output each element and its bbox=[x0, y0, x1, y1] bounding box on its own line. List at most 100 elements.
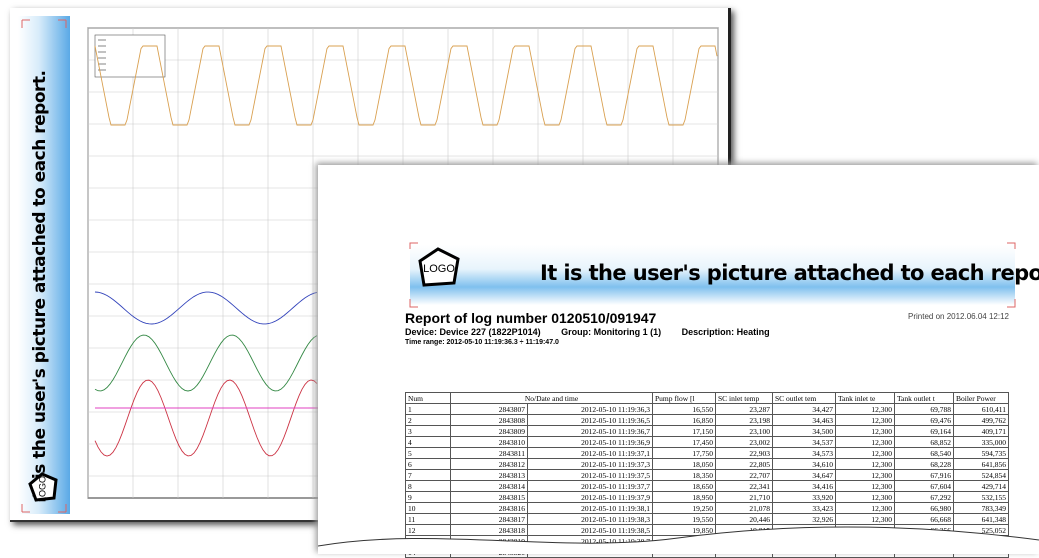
table-cell: 69,788 bbox=[894, 403, 954, 415]
table-cell: 33,920 bbox=[772, 491, 836, 503]
table-cell: 12,300 bbox=[835, 480, 895, 492]
line-blue bbox=[94, 291, 318, 325]
table-cell: 66,980 bbox=[894, 502, 954, 514]
table-cell: 34,647 bbox=[772, 469, 836, 481]
table-cell: 19,250 bbox=[652, 502, 716, 514]
table-row: 6 2843812 2012-05-10 11:19:37,3 18,050 22,80… bbox=[405, 458, 1009, 470]
table-cell: 532,155 bbox=[953, 491, 1009, 503]
table-cell: 34,573 bbox=[772, 447, 836, 459]
table-cell: 16,850 bbox=[652, 414, 716, 426]
column-header: Pump flow [l bbox=[652, 392, 716, 404]
table-cell: 21,710 bbox=[715, 491, 773, 503]
table-cell: 2012-05-10 11:19:36,3 bbox=[527, 403, 653, 415]
line-red bbox=[94, 379, 318, 457]
logo bbox=[418, 247, 460, 287]
report-title: Report of log number 0120510/091947 bbox=[405, 310, 657, 326]
table-cell: 499,762 bbox=[953, 414, 1009, 426]
column-header: Tank inlet te bbox=[835, 392, 895, 404]
table-cell: 22,805 bbox=[715, 458, 773, 470]
table-cell: 12,300 bbox=[835, 491, 895, 503]
banner-text: It is the user's picture attached to eac… bbox=[540, 261, 1039, 285]
table-cell: 22,707 bbox=[715, 469, 773, 481]
table-cell: 2012-05-10 11:19:37,3 bbox=[527, 458, 653, 470]
device: Device: Device 227 (1822P1014) bbox=[405, 327, 541, 337]
report-meta: Device: Device 227 (1822P1014) Group: Mo… bbox=[405, 327, 788, 337]
table-cell: 610,411 bbox=[953, 403, 1009, 415]
column-header: SC outlet tem bbox=[772, 392, 836, 404]
table-cell: 9 bbox=[405, 491, 451, 503]
table-cell: 409,171 bbox=[953, 425, 1009, 437]
table-row: 8 2843814 2012-05-10 11:19:37,7 18,650 22,34… bbox=[405, 480, 1009, 492]
table-cell: 33,423 bbox=[772, 502, 836, 514]
table-cell: 2012-05-10 11:19:37,9 bbox=[527, 491, 653, 503]
legend-box bbox=[94, 34, 166, 78]
table-cell: 2012-05-10 11:19:37,1 bbox=[527, 447, 653, 459]
table-cell: 2012-05-10 11:19:36,9 bbox=[527, 436, 653, 448]
table-cell: 69,476 bbox=[894, 414, 954, 426]
table-cell: 12,300 bbox=[835, 414, 895, 426]
table-cell: 12,300 bbox=[835, 425, 895, 437]
table-cell: 12,300 bbox=[835, 403, 895, 415]
table-row: 10 2843816 2012-05-10 11:19:38,1 19,250 21,0… bbox=[405, 502, 1009, 514]
table-cell: 2843812 bbox=[450, 458, 528, 470]
table-cell: 641,856 bbox=[953, 458, 1009, 470]
torn-edge bbox=[318, 526, 1039, 554]
table-row: 9 2843815 2012-05-10 11:19:37,9 18,950 21,71… bbox=[405, 491, 1009, 503]
report-graphics: LOGO bbox=[409, 242, 1016, 308]
table-cell: 34,427 bbox=[772, 403, 836, 415]
table-cell: 524,854 bbox=[953, 469, 1009, 481]
table-cell: 10 bbox=[405, 502, 451, 514]
table-cell: 18,950 bbox=[652, 491, 716, 503]
table-cell: 23,287 bbox=[715, 403, 773, 415]
table-report-page: LOGO It is the user's picture attached t… bbox=[318, 165, 1039, 558]
table-cell: 23,198 bbox=[715, 414, 773, 426]
corner-marks bbox=[409, 242, 1016, 308]
table-cell: 67,604 bbox=[894, 480, 954, 492]
table-row: 7 2843813 2012-05-10 11:19:37,5 18,350 22,70… bbox=[405, 469, 1009, 481]
table-cell: 34,416 bbox=[772, 480, 836, 492]
logo-text: LOGO bbox=[423, 263, 455, 275]
line-orange bbox=[94, 45, 718, 126]
table-cell: 67,292 bbox=[894, 491, 954, 503]
table-cell: 2843813 bbox=[450, 469, 528, 481]
table-cell: 23,100 bbox=[715, 425, 773, 437]
table-cell: 12,300 bbox=[835, 458, 895, 470]
table-cell: 5 bbox=[405, 447, 451, 459]
table-row: 4 2843810 2012-05-10 11:19:36,9 17,450 23,00… bbox=[405, 436, 1009, 448]
table-cell: 18,650 bbox=[652, 480, 716, 492]
column-header: Tank outlet t bbox=[894, 392, 954, 404]
table-cell: 2012-05-10 11:19:36,7 bbox=[527, 425, 653, 437]
table-cell: 12,300 bbox=[835, 436, 895, 448]
table-cell: 4 bbox=[405, 436, 451, 448]
table-cell: 17,450 bbox=[652, 436, 716, 448]
table-cell: 7 bbox=[405, 469, 451, 481]
table-cell: 2843814 bbox=[450, 480, 528, 492]
table-row: 1 2843807 2012-05-10 11:19:36,3 16,550 23,28… bbox=[405, 403, 1009, 415]
table-cell: 34,610 bbox=[772, 458, 836, 470]
table-cell: 16,550 bbox=[652, 403, 716, 415]
table-cell: 3 bbox=[405, 425, 451, 437]
table-cell: 1 bbox=[405, 403, 451, 415]
table-cell: 22,341 bbox=[715, 480, 773, 492]
table-cell: 22,903 bbox=[715, 447, 773, 459]
horizontal-banner bbox=[410, 245, 1015, 305]
vertical-banner bbox=[18, 16, 70, 514]
table-row: 5 2843811 2012-05-10 11:19:37,1 17,750 22,90… bbox=[405, 447, 1009, 459]
table-cell: 69,164 bbox=[894, 425, 954, 437]
table-cell: 2012-05-10 11:19:37,7 bbox=[527, 480, 653, 492]
table-cell: 2843816 bbox=[450, 502, 528, 514]
table-cell: 6 bbox=[405, 458, 451, 470]
column-header: SC inlet temp bbox=[715, 392, 773, 404]
table-cell: 335,000 bbox=[953, 436, 1009, 448]
column-header: Num bbox=[405, 392, 451, 404]
table-cell: 2012-05-10 11:19:37,5 bbox=[527, 469, 653, 481]
table-cell: 2 bbox=[405, 414, 451, 426]
table-cell: 12,300 bbox=[835, 469, 895, 481]
table-cell: 2843810 bbox=[450, 436, 528, 448]
corner-marks bbox=[21, 19, 67, 513]
table-cell: 68,852 bbox=[894, 436, 954, 448]
table-cell: 12,300 bbox=[835, 502, 895, 514]
table-cell: 2843807 bbox=[450, 403, 528, 415]
table-cell: 2012-05-10 11:19:38,1 bbox=[527, 502, 653, 514]
